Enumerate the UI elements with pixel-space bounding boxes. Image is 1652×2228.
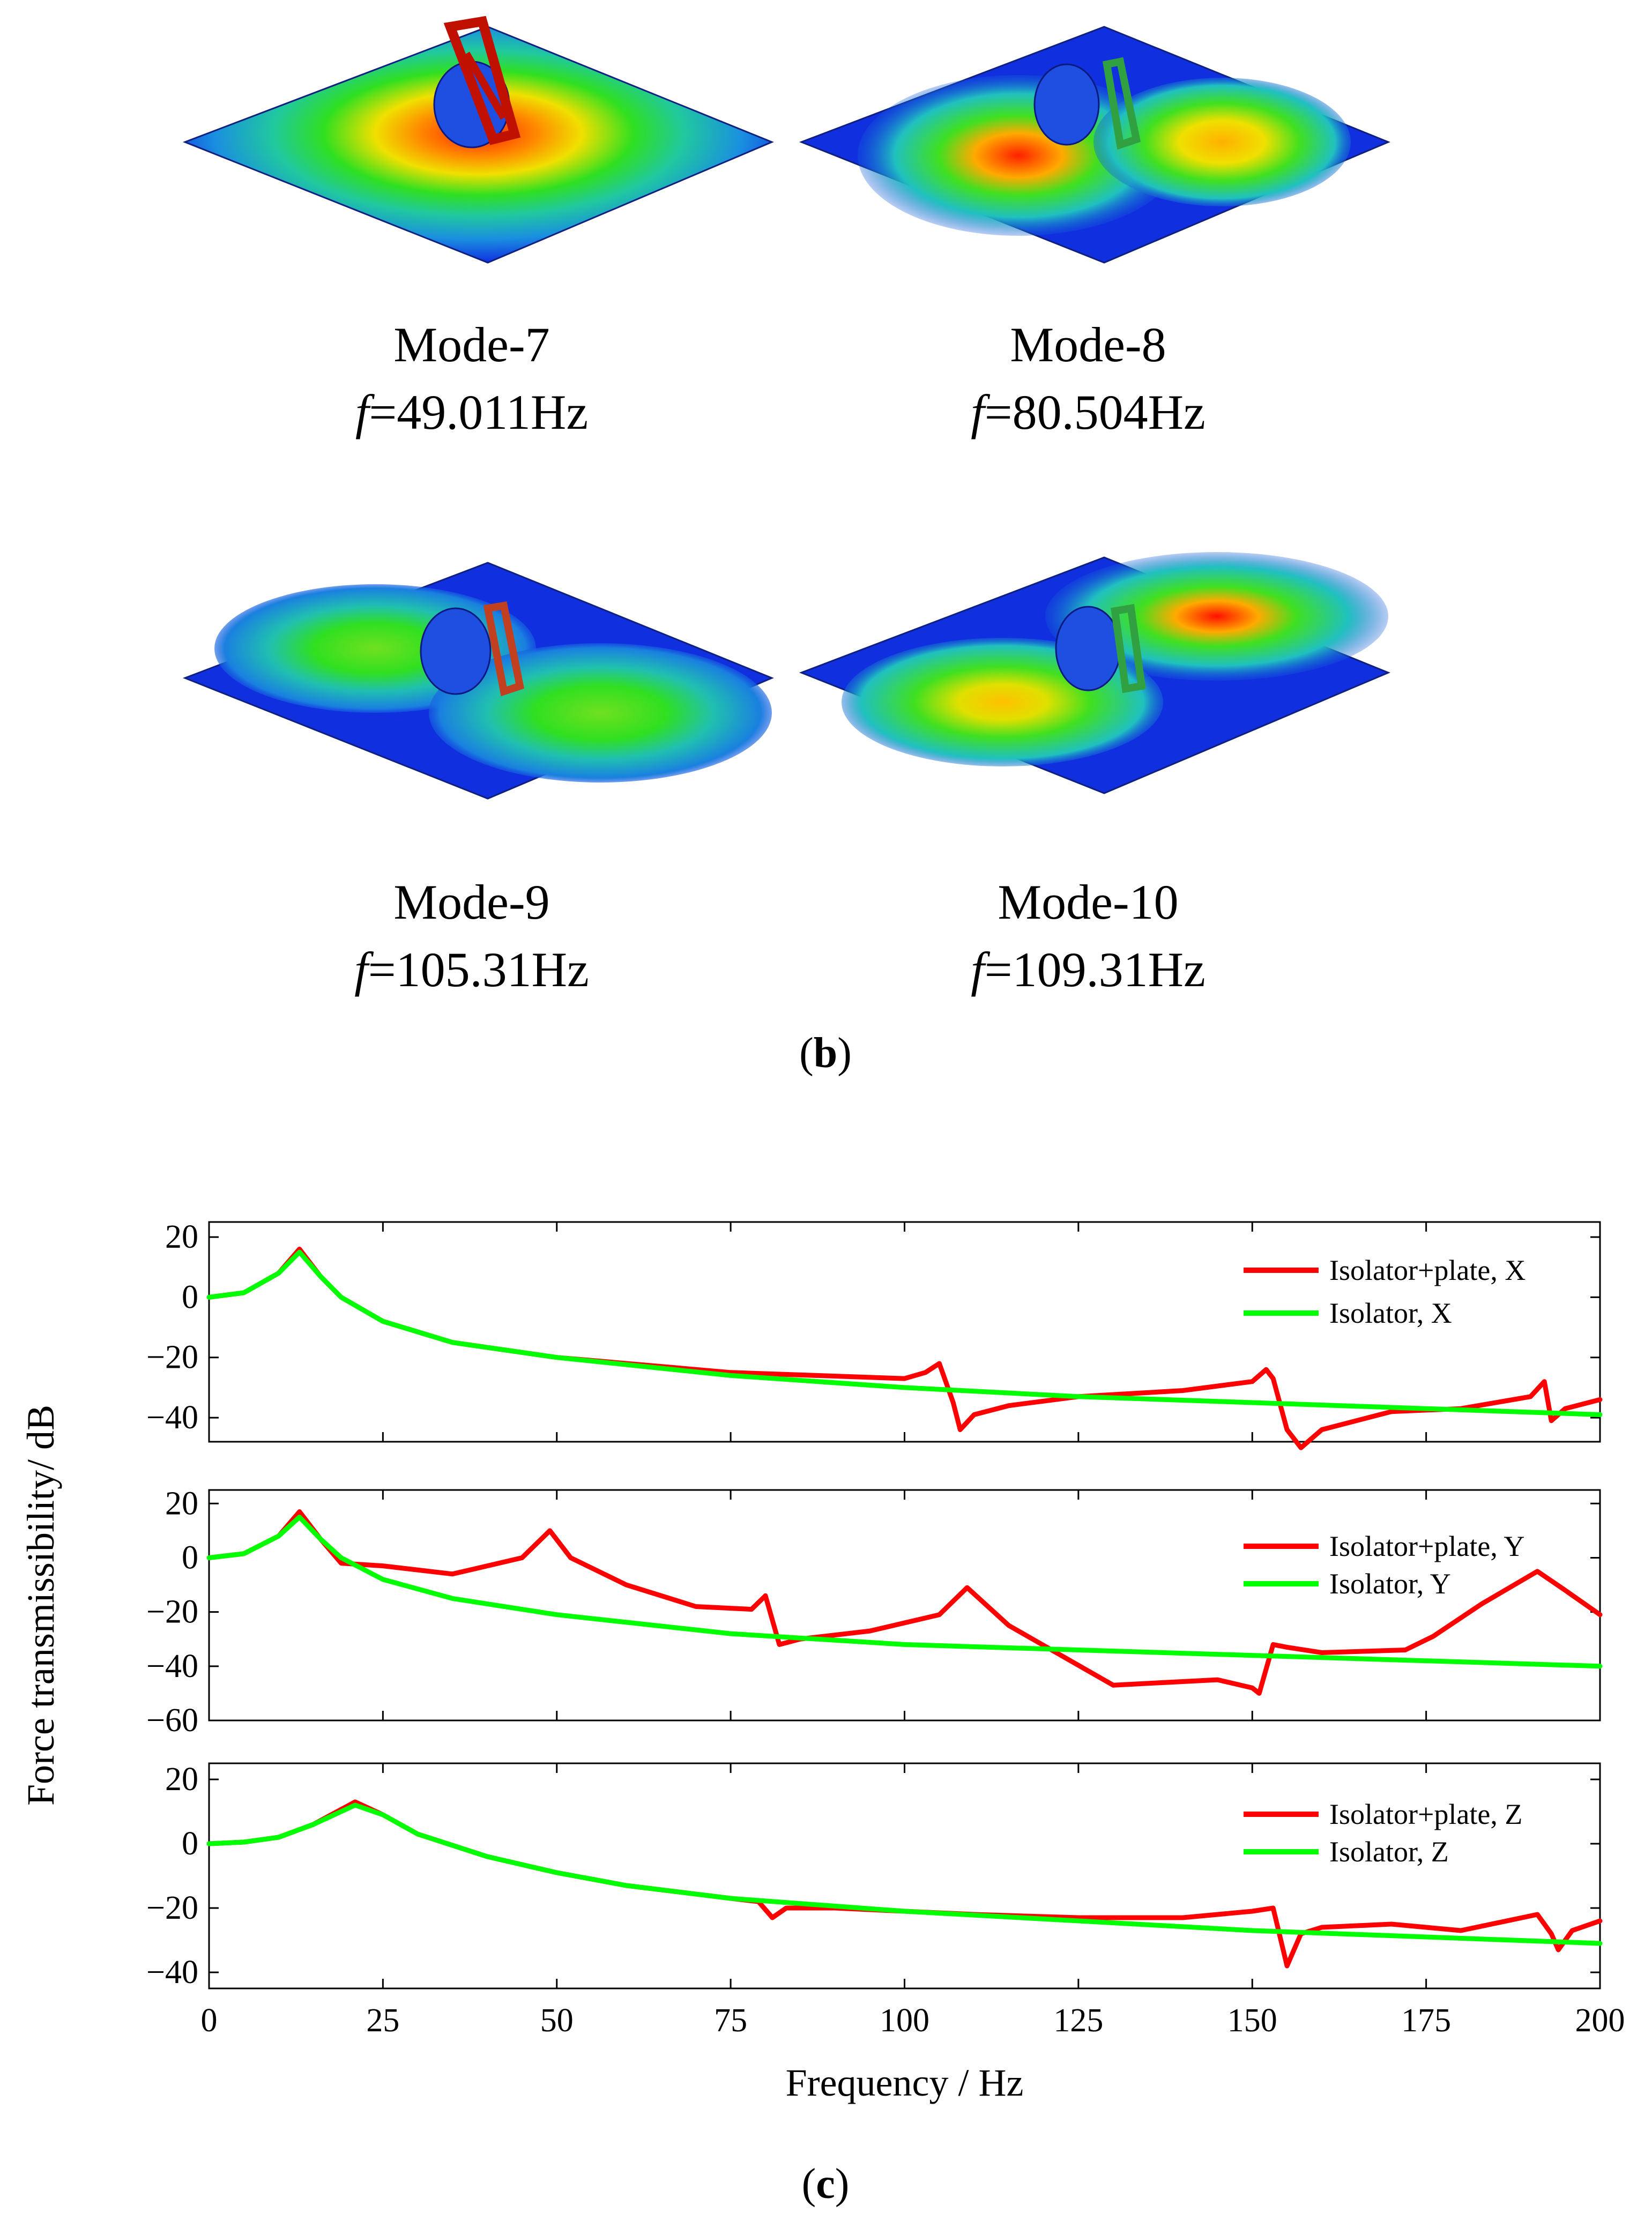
freq-symbol: f (971, 385, 985, 439)
mode-label-10: Mode-10 f=109.31Hz (793, 868, 1383, 1003)
y-tick-label: 20 (165, 1485, 198, 1522)
mode-frequency: =105.31Hz (368, 942, 589, 997)
x-tick-label: 200 (1575, 2002, 1625, 2039)
series-line-y-isolator (206, 1515, 1603, 1669)
y-tick-label: 0 (182, 1279, 198, 1315)
x-tick-label: 75 (714, 2002, 747, 2039)
legend-label: Isolator+plate, Z (1329, 1798, 1522, 1830)
y-tick-label: −40 (146, 1648, 198, 1685)
mode-frequency: =49.011Hz (369, 385, 589, 439)
y-tick-label: −40 (146, 1399, 198, 1436)
x-axis-title: Frequency / Hz (786, 2061, 1024, 2104)
mode-plot-10 (799, 552, 1390, 794)
legend-label: Isolator, X (1329, 1297, 1452, 1329)
legend-label: Isolator, Z (1329, 1836, 1449, 1868)
freq-symbol: f (355, 385, 369, 439)
mode-frequency: =109.31Hz (984, 942, 1205, 997)
y-tick-label: 20 (165, 1761, 198, 1798)
plot-frame-y (208, 1489, 1601, 1722)
x-tick-label: 175 (1401, 2002, 1451, 2039)
mode-frequency: =80.504Hz (984, 385, 1205, 439)
series-line-x-isolator (206, 1249, 1603, 1417)
x-tick-label: 150 (1227, 2002, 1277, 2039)
series-line-y-isolator-plate (206, 1509, 1603, 1696)
mode-name: Mode-10 (998, 875, 1179, 929)
y-tick-label: −20 (146, 1890, 198, 1926)
mode-name: Mode-7 (393, 317, 550, 372)
x-tick-label: 0 (201, 2002, 218, 2039)
x-tick-label: 125 (1053, 2002, 1103, 2039)
mode-label-9: Mode-9 f=105.31Hz (177, 868, 767, 1003)
x-tick-label: 100 (880, 2002, 929, 2039)
y-tick-label: 20 (165, 1219, 198, 1255)
freq-symbol: f (971, 942, 985, 997)
y-tick-label: −40 (146, 1954, 198, 1991)
mode-label-8: Mode-8 f=80.504Hz (793, 311, 1383, 446)
x-tick-label: 25 (366, 2002, 399, 2039)
mode-label-7: Mode-7 f=49.011Hz (177, 311, 767, 446)
series-line-z-isolator (206, 1802, 1603, 1946)
y-tick-label: 0 (182, 1539, 198, 1576)
panel-b-label: (b) (799, 1030, 852, 1077)
mode-plot-9 (182, 562, 774, 800)
plot-frame-z (208, 1762, 1601, 1989)
mode-name: Mode-8 (1010, 317, 1166, 372)
y-axis-title: Force transmissibility/ dB (19, 1405, 62, 1806)
mode-plot-7 (182, 16, 774, 264)
y-tick-label: −60 (146, 1702, 198, 1739)
y-tick-label: 0 (182, 1825, 198, 1862)
y-tick-label: −20 (146, 1594, 198, 1630)
x-tick-label: 50 (540, 2002, 574, 2039)
legend-label: Isolator+plate, Y (1329, 1530, 1524, 1562)
freq-symbol: f (354, 942, 368, 997)
legend-label: Isolator, Y (1329, 1568, 1451, 1600)
mode-name: Mode-9 (393, 875, 550, 929)
panel-c-label: (c) (801, 2160, 850, 2208)
mode-plot-8 (799, 26, 1390, 264)
y-tick-label: −20 (146, 1339, 198, 1376)
legend-label: Isolator+plate, X (1329, 1254, 1526, 1286)
